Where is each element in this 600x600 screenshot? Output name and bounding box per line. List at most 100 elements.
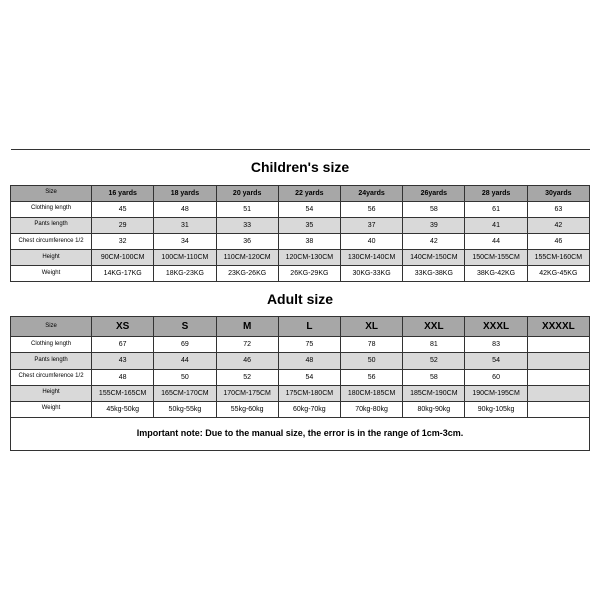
row-label: Weight bbox=[11, 401, 92, 417]
cell: 51 bbox=[216, 201, 278, 217]
cell: 58 bbox=[403, 369, 465, 385]
cell: 44 bbox=[465, 233, 527, 249]
cell: 165CM-170CM bbox=[154, 385, 216, 401]
column-header: XXXL bbox=[465, 317, 527, 337]
column-header: 20 yards bbox=[216, 185, 278, 201]
cell: 48 bbox=[278, 353, 340, 369]
important-note: Important note: Due to the manual size, … bbox=[11, 417, 590, 450]
column-header: XXL bbox=[403, 317, 465, 337]
cell: 14KG-17KG bbox=[92, 266, 154, 282]
cell: 42 bbox=[403, 233, 465, 249]
cell: 29 bbox=[92, 217, 154, 233]
column-header-size: Size bbox=[11, 317, 92, 337]
cell: 38KG-42KG bbox=[465, 266, 527, 282]
cell: 110CM-120CM bbox=[216, 250, 278, 266]
cell: 31 bbox=[154, 217, 216, 233]
cell: 35 bbox=[278, 217, 340, 233]
column-header: XS bbox=[92, 317, 154, 337]
cell: 42 bbox=[527, 217, 589, 233]
cell: 34 bbox=[154, 233, 216, 249]
cell: 54 bbox=[465, 353, 527, 369]
cell: 52 bbox=[216, 369, 278, 385]
cell: 90kg-105kg bbox=[465, 401, 527, 417]
cell: 45kg-50kg bbox=[92, 401, 154, 417]
cell: 170CM-175CM bbox=[216, 385, 278, 401]
cell: 50 bbox=[340, 353, 402, 369]
cell bbox=[527, 353, 589, 369]
cell: 56 bbox=[340, 369, 402, 385]
cell: 180CM-185CM bbox=[340, 385, 402, 401]
cell: 78 bbox=[340, 337, 402, 353]
cell: 50kg-55kg bbox=[154, 401, 216, 417]
cell: 54 bbox=[278, 369, 340, 385]
column-header-size: Size bbox=[11, 185, 92, 201]
cell: 43 bbox=[92, 353, 154, 369]
cell: 36 bbox=[216, 233, 278, 249]
row-label: Height bbox=[11, 385, 92, 401]
cell: 54 bbox=[278, 201, 340, 217]
column-header: S bbox=[154, 317, 216, 337]
cell: 190CM-195CM bbox=[465, 385, 527, 401]
cell: 46 bbox=[527, 233, 589, 249]
column-header: 28 yards bbox=[465, 185, 527, 201]
cell: 150CM-155CM bbox=[465, 250, 527, 266]
column-header: L bbox=[278, 317, 340, 337]
cell: 69 bbox=[154, 337, 216, 353]
row-label: Clothing length bbox=[11, 201, 92, 217]
cell: 175CM-180CM bbox=[278, 385, 340, 401]
cell: 23KG-26KG bbox=[216, 266, 278, 282]
cell: 63 bbox=[527, 201, 589, 217]
row-label: Chest circumference 1/2 bbox=[11, 369, 92, 385]
row-label: Weight bbox=[11, 266, 92, 282]
column-header: XXXXL bbox=[527, 317, 589, 337]
row-label: Clothing length bbox=[11, 337, 92, 353]
column-header: 30yards bbox=[527, 185, 589, 201]
cell: 83 bbox=[465, 337, 527, 353]
size-table: Children's sizeSize16 yards18 yards20 ya… bbox=[10, 149, 590, 450]
cell: 50 bbox=[154, 369, 216, 385]
row-label: Chest circumference 1/2 bbox=[11, 233, 92, 249]
cell: 90CM-100CM bbox=[92, 250, 154, 266]
row-label: Pants length bbox=[11, 217, 92, 233]
cell: 67 bbox=[92, 337, 154, 353]
cell: 56 bbox=[340, 201, 402, 217]
cell: 26KG-29KG bbox=[278, 266, 340, 282]
cell: 185CM-190CM bbox=[403, 385, 465, 401]
cell: 37 bbox=[340, 217, 402, 233]
cell: 81 bbox=[403, 337, 465, 353]
cell: 33 bbox=[216, 217, 278, 233]
cell: 41 bbox=[465, 217, 527, 233]
cell: 39 bbox=[403, 217, 465, 233]
cell: 130CM-140CM bbox=[340, 250, 402, 266]
cell: 44 bbox=[154, 353, 216, 369]
cell: 61 bbox=[465, 201, 527, 217]
cell: 60kg-70kg bbox=[278, 401, 340, 417]
column-header: M bbox=[216, 317, 278, 337]
row-label: Height bbox=[11, 250, 92, 266]
row-label: Pants length bbox=[11, 353, 92, 369]
cell: 38 bbox=[278, 233, 340, 249]
cell bbox=[527, 401, 589, 417]
cell: 80kg-90kg bbox=[403, 401, 465, 417]
cell: 75 bbox=[278, 337, 340, 353]
cell: 45 bbox=[92, 201, 154, 217]
cell: 48 bbox=[92, 369, 154, 385]
column-header: 26yards bbox=[403, 185, 465, 201]
column-header: XL bbox=[340, 317, 402, 337]
cell: 32 bbox=[92, 233, 154, 249]
cell: 100CM-110CM bbox=[154, 250, 216, 266]
cell: 46 bbox=[216, 353, 278, 369]
children-title: Children's size bbox=[11, 150, 590, 185]
column-header: 22 yards bbox=[278, 185, 340, 201]
cell: 55kg-60kg bbox=[216, 401, 278, 417]
cell bbox=[527, 337, 589, 353]
cell: 18KG-23KG bbox=[154, 266, 216, 282]
cell: 155CM-160CM bbox=[527, 250, 589, 266]
column-header: 24yards bbox=[340, 185, 402, 201]
cell: 48 bbox=[154, 201, 216, 217]
column-header: 16 yards bbox=[92, 185, 154, 201]
cell: 42KG-45KG bbox=[527, 266, 589, 282]
cell: 120CM-130CM bbox=[278, 250, 340, 266]
column-header: 18 yards bbox=[154, 185, 216, 201]
cell: 70kg-80kg bbox=[340, 401, 402, 417]
